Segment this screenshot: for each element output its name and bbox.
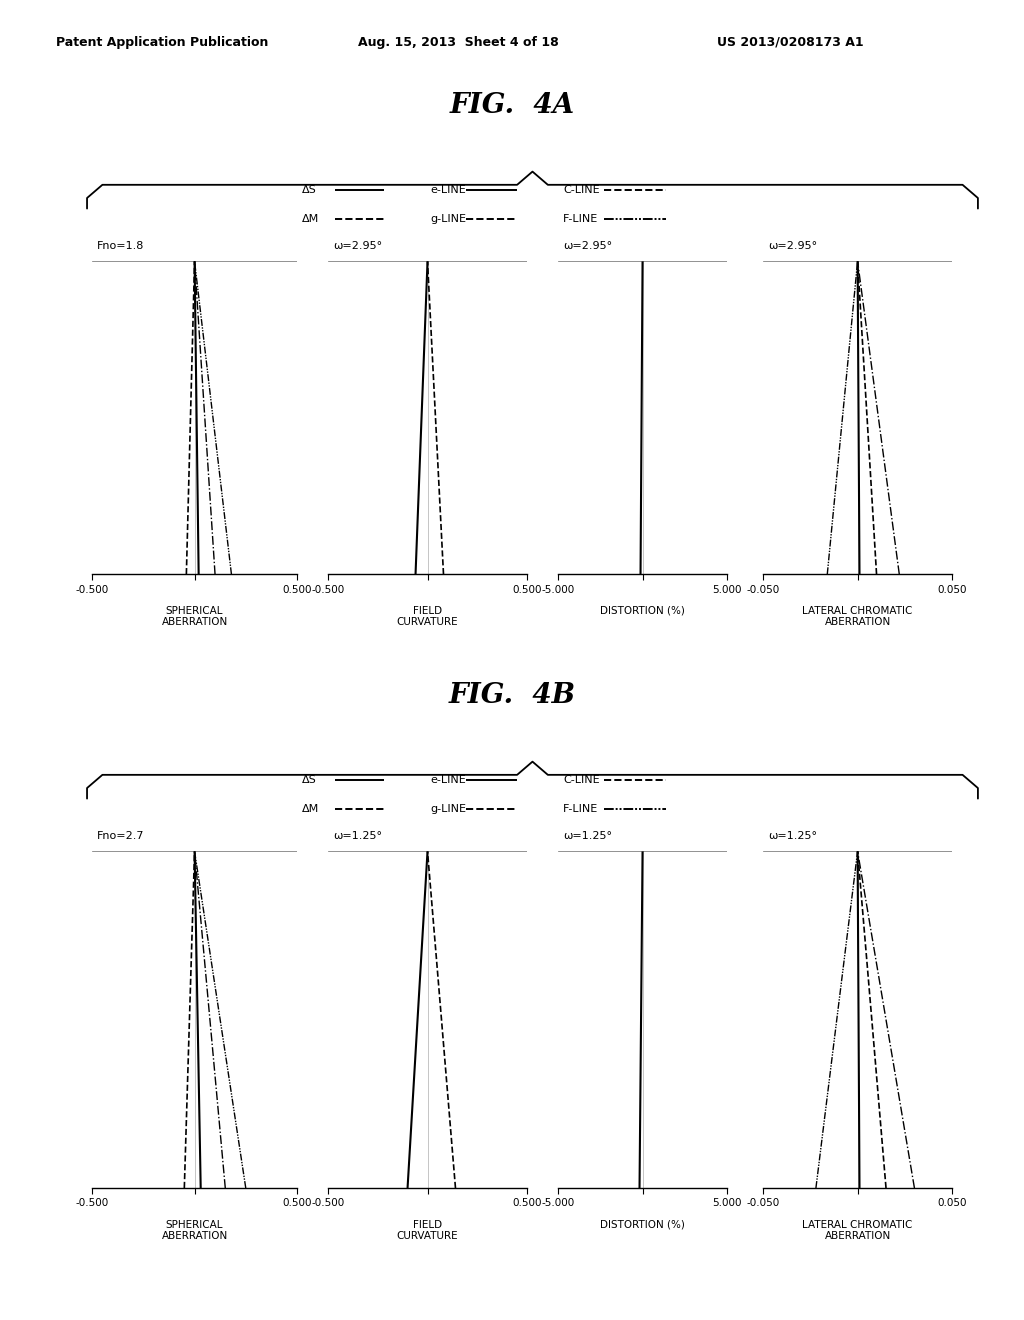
Text: Aug. 15, 2013  Sheet 4 of 18: Aug. 15, 2013 Sheet 4 of 18 bbox=[358, 36, 559, 49]
X-axis label: DISTORTION (%): DISTORTION (%) bbox=[600, 1220, 685, 1229]
Text: C-LINE: C-LINE bbox=[563, 185, 600, 195]
Text: ΔS: ΔS bbox=[302, 775, 316, 785]
Text: ΔS: ΔS bbox=[302, 185, 316, 195]
Text: e-LINE: e-LINE bbox=[430, 185, 466, 195]
X-axis label: FIELD
CURVATURE: FIELD CURVATURE bbox=[396, 1220, 459, 1241]
Text: Patent Application Publication: Patent Application Publication bbox=[56, 36, 268, 49]
X-axis label: FIELD
CURVATURE: FIELD CURVATURE bbox=[396, 606, 459, 627]
X-axis label: SPHERICAL
ABERRATION: SPHERICAL ABERRATION bbox=[162, 606, 227, 627]
X-axis label: DISTORTION (%): DISTORTION (%) bbox=[600, 606, 685, 615]
Text: e-LINE: e-LINE bbox=[430, 775, 466, 785]
Text: C-LINE: C-LINE bbox=[563, 775, 600, 785]
Text: ω=2.95°: ω=2.95° bbox=[768, 240, 817, 251]
Text: ω=1.25°: ω=1.25° bbox=[563, 830, 612, 841]
Text: ΔM: ΔM bbox=[302, 214, 319, 224]
Text: US 2013/0208173 A1: US 2013/0208173 A1 bbox=[717, 36, 863, 49]
Text: ω=1.25°: ω=1.25° bbox=[333, 830, 382, 841]
Text: FIG.  4B: FIG. 4B bbox=[449, 682, 575, 709]
Text: F-LINE: F-LINE bbox=[563, 214, 598, 224]
X-axis label: LATERAL CHROMATIC
ABERRATION: LATERAL CHROMATIC ABERRATION bbox=[803, 606, 912, 627]
Text: Fno=1.8: Fno=1.8 bbox=[97, 240, 144, 251]
Text: Fno=2.7: Fno=2.7 bbox=[97, 830, 144, 841]
Text: ΔM: ΔM bbox=[302, 804, 319, 814]
Text: ω=2.95°: ω=2.95° bbox=[333, 240, 382, 251]
Text: ω=2.95°: ω=2.95° bbox=[563, 240, 612, 251]
Text: g-LINE: g-LINE bbox=[430, 804, 466, 814]
X-axis label: LATERAL CHROMATIC
ABERRATION: LATERAL CHROMATIC ABERRATION bbox=[803, 1220, 912, 1241]
X-axis label: SPHERICAL
ABERRATION: SPHERICAL ABERRATION bbox=[162, 1220, 227, 1241]
Text: F-LINE: F-LINE bbox=[563, 804, 598, 814]
Text: ω=1.25°: ω=1.25° bbox=[768, 830, 817, 841]
Text: FIG.  4A: FIG. 4A bbox=[450, 92, 574, 119]
Text: g-LINE: g-LINE bbox=[430, 214, 466, 224]
